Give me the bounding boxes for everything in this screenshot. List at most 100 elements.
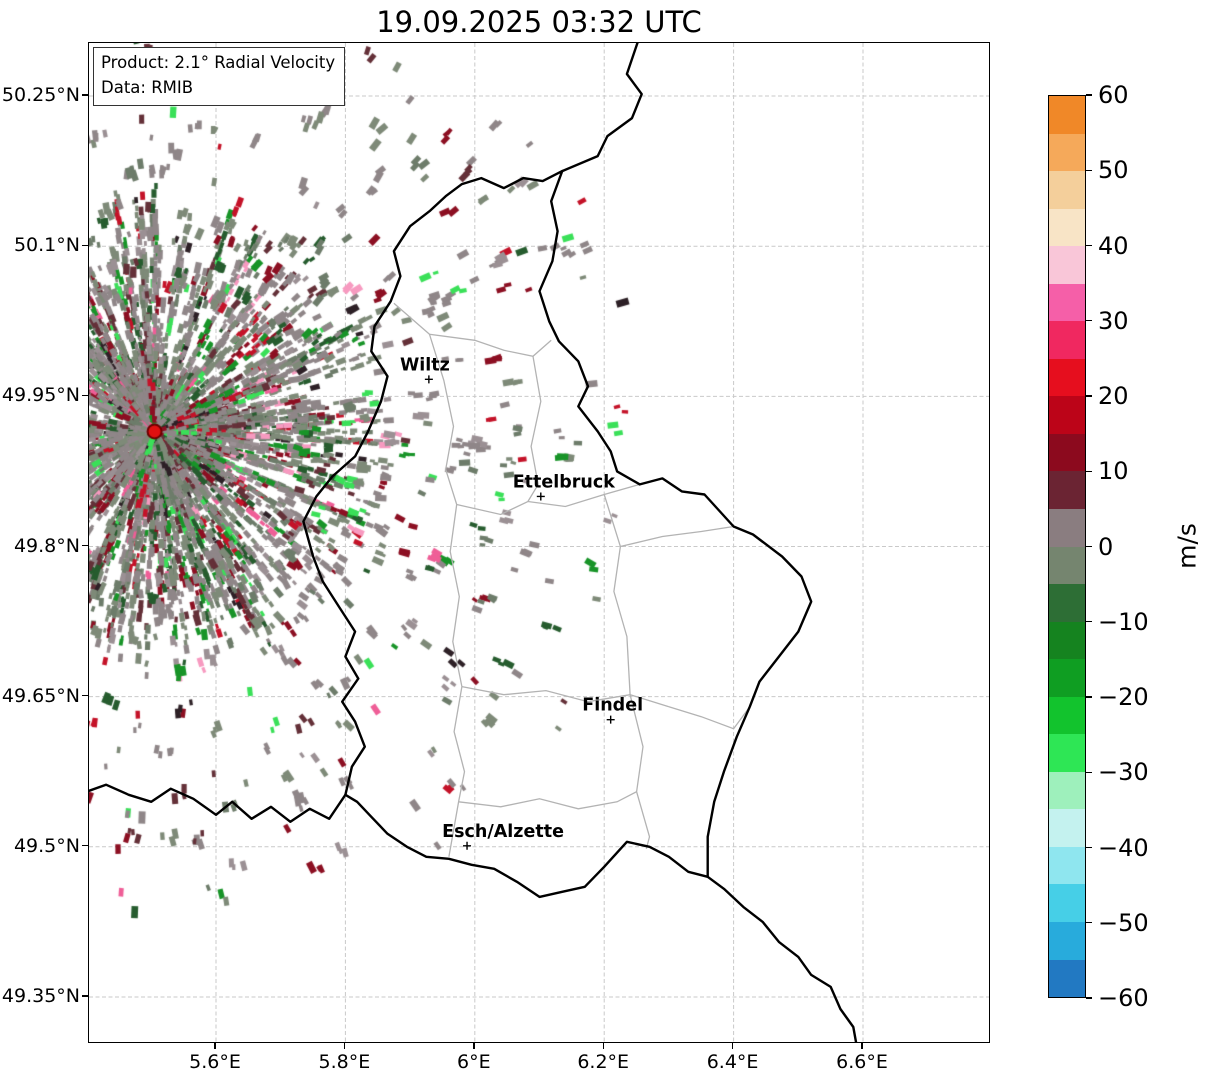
- product-label: Product: 2.1° Radial Velocity: [101, 53, 336, 72]
- city-marker: [606, 715, 615, 724]
- city-marker: [424, 375, 433, 384]
- colorbar-segment: [1049, 471, 1085, 510]
- colorbar-segment: [1049, 321, 1085, 359]
- colorbar-tick-mark: [1086, 922, 1092, 924]
- x-tick-mark: [732, 1043, 734, 1049]
- canton-border: [393, 302, 552, 358]
- canton-border: [448, 504, 466, 857]
- canton-border: [527, 356, 542, 502]
- colorbar-segment: [1049, 396, 1085, 434]
- y-tick-label: 49.8°N: [13, 534, 80, 557]
- figure-title: 19.09.2025 03:32 UTC: [376, 5, 702, 39]
- colorbar-tick-mark: [1086, 395, 1092, 397]
- x-tick-label: 6°E: [457, 1051, 491, 1073]
- colorbar-segment: [1049, 96, 1085, 134]
- colorbar-tick-label: 50: [1098, 156, 1129, 185]
- colorbar-segment: [1049, 771, 1085, 810]
- colorbar-tick-mark: [1086, 545, 1092, 548]
- canton-border: [620, 525, 734, 548]
- colorbar-segment: [1049, 734, 1085, 772]
- colorbar-tick-label: 20: [1098, 382, 1129, 410]
- canton-border: [668, 706, 751, 730]
- colorbar-segment: [1049, 884, 1085, 923]
- x-tick-mark: [861, 1043, 863, 1049]
- y-tick-label: 49.65°N: [1, 684, 80, 707]
- x-tick-label: 5.8°E: [318, 1051, 371, 1073]
- colorbar-segment: [1049, 133, 1085, 172]
- y-tick-label: 50.1°N: [13, 234, 80, 257]
- y-tick-mark: [82, 394, 88, 397]
- colorbar-tick-label: −20: [1098, 683, 1149, 711]
- y-tick-label: 50.25°N: [1, 84, 80, 107]
- colorbar-tick-mark: [1086, 320, 1092, 322]
- plot-area: Wiltz Ettelbruck Findel Esch/Alzette Produc…: [88, 42, 990, 1043]
- colorbar-tick-mark: [1086, 94, 1092, 96]
- x-tick-mark: [214, 1043, 216, 1049]
- colorbar-segment: [1049, 171, 1085, 209]
- colorbar-segment: [1049, 584, 1085, 622]
- product-info-box: Product: 2.1° Radial Velocity Data: RMIB: [93, 47, 346, 106]
- city-marker: [463, 841, 472, 850]
- colorbar-segment: [1049, 959, 1085, 998]
- colorbar-segment: [1049, 696, 1085, 735]
- x-tick-mark: [343, 1043, 346, 1049]
- colorbar: [1048, 95, 1086, 998]
- country-border: [561, 43, 643, 173]
- country-border: [89, 783, 347, 823]
- colorbar-tick-label: −40: [1098, 833, 1149, 862]
- colorbar-unit-label: m/s: [1172, 523, 1202, 569]
- colorbar-segment: [1049, 246, 1085, 284]
- colorbar-tick-mark: [1086, 997, 1092, 999]
- x-tick-label: 5.6°E: [189, 1051, 241, 1073]
- canton-border: [603, 494, 631, 695]
- colorbar-segment: [1049, 433, 1085, 472]
- y-tick-mark: [82, 845, 88, 847]
- city-label: Esch/Alzette: [442, 822, 564, 842]
- radar-data-layer: [89, 43, 989, 1042]
- colorbar-tick-label: −50: [1098, 908, 1149, 937]
- x-tick-mark: [473, 1043, 475, 1049]
- y-tick-label: 49.95°N: [1, 384, 80, 407]
- canton-border: [458, 791, 637, 810]
- colorbar-tick-label: 0: [1098, 532, 1114, 561]
- canton-border: [428, 334, 458, 505]
- y-tick-mark: [82, 94, 88, 96]
- canton-border: [629, 694, 651, 849]
- colorbar-tick-label: −10: [1098, 607, 1149, 636]
- data-source-label: Data: RMIB: [101, 77, 194, 97]
- colorbar-segment: [1049, 659, 1085, 697]
- canton-border: [461, 685, 670, 708]
- city-label: Wiltz: [400, 355, 450, 375]
- colorbar-tick-mark: [1086, 846, 1092, 849]
- colorbar-segment: [1049, 546, 1085, 585]
- colorbar-tick-mark: [1086, 621, 1092, 623]
- colorbar-segment: [1049, 809, 1085, 847]
- country-border: [706, 875, 858, 1042]
- colorbar-tick-label: −30: [1098, 758, 1149, 787]
- colorbar-segment: [1049, 922, 1085, 960]
- colorbar-tick-mark: [1086, 696, 1092, 698]
- colorbar-tick-mark: [1086, 470, 1092, 472]
- colorbar-segment: [1049, 509, 1085, 547]
- colorbar-segment: [1049, 846, 1085, 885]
- colorbar-tick-label: 60: [1098, 81, 1129, 109]
- colorbar-segment: [1049, 283, 1085, 322]
- y-tick-label: 49.35°N: [1, 984, 80, 1007]
- y-tick-mark: [82, 544, 88, 547]
- colorbar-segment: [1049, 358, 1085, 397]
- colorbar-tick-mark: [1086, 771, 1092, 773]
- map-layer: Wiltz Ettelbruck Findel Esch/Alzette: [89, 43, 858, 1042]
- colorbar-segment: [1049, 621, 1085, 660]
- city-marker: [536, 492, 545, 501]
- country-border: [302, 169, 813, 899]
- colorbar-tick-label: 10: [1098, 457, 1129, 486]
- x-tick-label: 6.6°E: [836, 1051, 888, 1073]
- colorbar-tick-label: −60: [1098, 984, 1149, 1012]
- x-tick-label: 6.4°E: [706, 1051, 759, 1073]
- city-label: Findel: [582, 696, 643, 716]
- y-tick-mark: [82, 244, 88, 246]
- colorbar-tick-mark: [1086, 169, 1092, 171]
- y-tick-mark: [82, 695, 88, 697]
- colorbar-tick-label: 30: [1098, 306, 1129, 335]
- colorbar-tick-label: 40: [1098, 231, 1129, 260]
